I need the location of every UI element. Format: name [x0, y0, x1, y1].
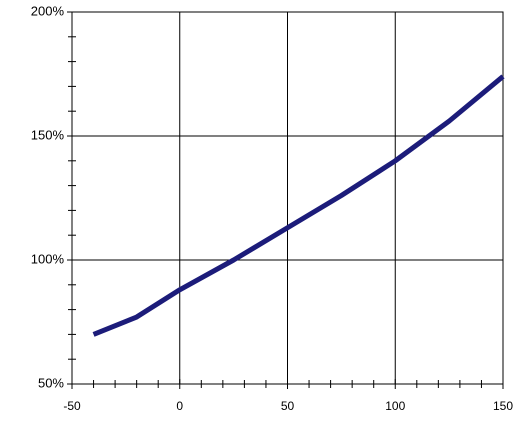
- y-tick-label: 50%: [38, 375, 64, 390]
- x-tick-label: 0: [176, 399, 183, 413]
- y-tick-label: 150%: [31, 127, 65, 142]
- y-tick-label: 200%: [31, 3, 65, 18]
- x-tick-label: 50: [281, 399, 295, 413]
- x-tick-label: -50: [63, 399, 81, 413]
- x-tick-label: 100: [385, 399, 405, 413]
- x-tick-label: 150: [493, 399, 513, 413]
- line-series: [92, 74, 505, 337]
- plot-frame: [71, 11, 504, 385]
- y-tick-label: 100%: [31, 251, 65, 266]
